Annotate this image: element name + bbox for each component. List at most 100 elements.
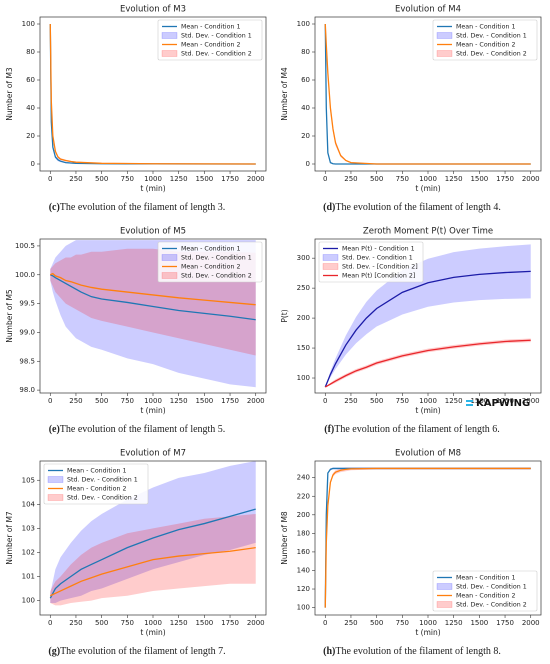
x-axis-label: t (min): [140, 628, 165, 637]
legend-label: Std. Dev. - Condition 2: [181, 51, 252, 58]
x-tick-label: 500: [95, 619, 108, 627]
y-axis-label: Number of M4: [280, 67, 289, 121]
std-band: [325, 338, 531, 388]
y-tick-label: 0: [306, 160, 310, 168]
x-tick-label: 1750: [496, 175, 514, 183]
caption-text: The evolution of the filament of length …: [60, 202, 226, 213]
legend: Mean - Condition 1 Std. Dev. - Condition …: [432, 19, 538, 61]
legend-label: Mean - Condition 2: [67, 486, 127, 493]
x-tick-label: 250: [69, 175, 82, 183]
x-tick-label: 1000: [144, 619, 162, 627]
x-axis-label: t (min): [415, 406, 440, 415]
x-axis-label: t (min): [140, 406, 165, 415]
x-tick-label: 1500: [195, 397, 213, 405]
x-axis-label: t (min): [140, 184, 165, 193]
legend-label: Mean - Condition 1: [181, 246, 241, 253]
plot-area: [49, 461, 256, 606]
x-tick-label: 750: [396, 397, 409, 405]
legend-label: Std. Dev. - Condition 2: [456, 602, 527, 609]
chart-title: Evolution of M4: [395, 5, 461, 15]
y-tick-label: 20: [26, 132, 35, 140]
chart-panel: Zeroth Moment P(t) Over Time t (min) P(t) 0…: [280, 227, 542, 435]
x-tick-label: 1750: [221, 175, 239, 183]
y-tick-label: 300: [297, 254, 310, 262]
y-axis-label: Number of M5: [5, 289, 14, 343]
legend-label: Std. Dev. - Condition 1: [456, 584, 527, 591]
y-tick-label: 100: [297, 604, 310, 612]
caption: (d)The evolution of the filament of leng…: [323, 202, 501, 213]
x-tick-label: 1000: [419, 397, 437, 405]
legend-label: Std. Dev. - Condition 1: [67, 477, 138, 484]
y-tick-label: 103: [22, 524, 35, 532]
x-tick-label: 1750: [221, 397, 239, 405]
legend-label: Mean - Condition 1: [456, 575, 516, 582]
x-tick-label: 500: [95, 397, 108, 405]
x-tick-label: 2000: [247, 397, 265, 405]
legend-label: Std. Dev. - Condition 1: [181, 33, 252, 40]
caption-label: (f): [324, 424, 334, 435]
x-tick-label: 750: [121, 619, 134, 627]
x-tick-label: 1000: [419, 175, 437, 183]
legend-swatch: [47, 476, 64, 483]
legend-label: Std. Dev. - Condition 2: [181, 273, 252, 280]
legend-swatch: [436, 601, 453, 608]
y-axis-label: Number of M7: [5, 511, 14, 565]
x-tick-label: 1500: [470, 619, 488, 627]
y-axis-label: Number of M3: [5, 67, 14, 121]
caption-text: The evolution of the filament of length …: [334, 424, 500, 435]
caption-label: (h): [323, 646, 335, 657]
mean-line: [324, 467, 531, 608]
y-tick-label: 60: [301, 76, 310, 84]
caption: (c)The evolution of the filament of leng…: [49, 202, 226, 213]
x-tick-label: 250: [69, 619, 82, 627]
axes-frame: [314, 16, 542, 172]
legend-swatch: [161, 50, 178, 57]
x-tick-label: 1000: [419, 619, 437, 627]
plot-area: [49, 23, 256, 165]
legend-label: Std. Dev. - [Condition 2]: [342, 264, 418, 271]
y-tick-label: 180: [297, 529, 310, 537]
x-tick-label: 250: [344, 175, 357, 183]
legend-swatch: [161, 254, 178, 261]
mean-line: [50, 272, 256, 306]
caption-text: The evolution of the filament of length …: [335, 646, 501, 657]
y-tick-label: 40: [301, 104, 310, 112]
y-tick-label: 200: [297, 314, 310, 322]
x-tick-label: 1250: [445, 619, 463, 627]
y-tick-label: 99.5: [19, 300, 35, 308]
y-tick-label: 101: [22, 573, 35, 581]
x-tick-label: 250: [344, 397, 357, 405]
legend-label: Mean - Condition 2: [456, 42, 516, 49]
x-tick-label: 250: [344, 619, 357, 627]
chart-panel: Evolution of M7 t (min) Number of M7 0 250 50…: [5, 449, 267, 657]
y-tick-label: 80: [26, 48, 35, 56]
std-band: [50, 461, 256, 603]
y-tick-label: 100: [22, 20, 35, 28]
x-tick-label: 1000: [144, 175, 162, 183]
x-tick-label: 0: [48, 397, 52, 405]
y-tick-label: 100.0: [15, 271, 35, 279]
x-tick-label: 1500: [195, 175, 213, 183]
x-axis-label: t (min): [415, 628, 440, 637]
legend-label: Std. Dev. - Condition 1: [342, 255, 413, 262]
x-tick-label: 750: [121, 175, 134, 183]
legend-label: Std. Dev. - Condition 2: [456, 51, 527, 58]
mean-line: [49, 508, 256, 599]
x-tick-label: 1250: [445, 397, 463, 405]
std-band: [325, 244, 531, 388]
y-axis-label: P(t): [280, 309, 289, 322]
y-tick-label: 100: [297, 20, 310, 28]
y-tick-label: 80: [301, 48, 310, 56]
watermark-text: KAPWING: [476, 398, 530, 409]
watermark: KAPWING: [466, 398, 530, 409]
x-tick-label: 500: [370, 175, 383, 183]
legend-label: Mean P(t) [Condition 2]: [342, 273, 415, 280]
legend-swatch: [47, 494, 64, 501]
legend-swatch: [322, 254, 339, 261]
mean-line: [324, 270, 531, 388]
x-tick-label: 2000: [522, 619, 540, 627]
legend-label: Mean - Condition 2: [181, 264, 241, 271]
y-tick-label: 150: [297, 344, 310, 352]
y-tick-label: 220: [297, 492, 310, 500]
y-tick-label: 98.0: [19, 386, 35, 394]
